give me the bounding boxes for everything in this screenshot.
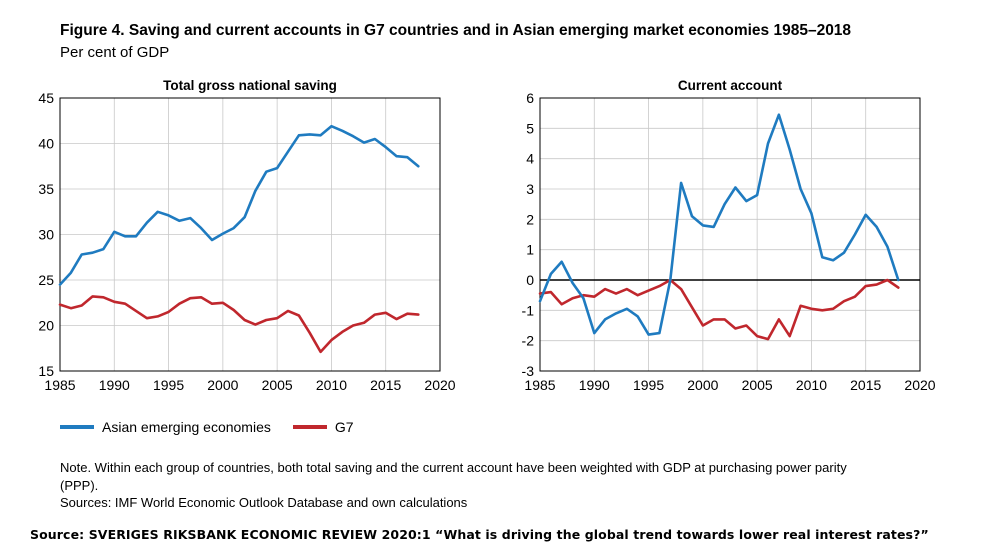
- y-tick-label: 15: [38, 363, 54, 379]
- y-tick-label: -1: [522, 302, 535, 318]
- y-tick-label: 35: [38, 181, 54, 197]
- y-tick-label: 0: [526, 272, 534, 288]
- x-tick-label: 2000: [207, 377, 238, 393]
- legend-label-g7: G7: [334, 419, 354, 435]
- legend-swatch-g7: [292, 425, 327, 429]
- series-line-asian: [538, 113, 900, 336]
- y-tick-label: -3: [522, 363, 535, 379]
- legend-swatch-asian: [60, 425, 94, 429]
- source-line: Source: SVERIGES RIKSBANK ECONOMIC REVIE…: [30, 527, 929, 542]
- x-tick-label: 2015: [850, 377, 881, 393]
- x-tick-label: 2020: [904, 377, 935, 393]
- y-tick-label: 45: [38, 90, 54, 106]
- x-tick-label: 2010: [316, 377, 347, 393]
- figure-note: Note. Within each group of countries, bo…: [60, 460, 847, 493]
- plot-frame: [59, 97, 441, 372]
- x-tick-label: 2015: [370, 377, 401, 393]
- x-tick-label: 1985: [524, 377, 555, 393]
- x-tick-label: 2000: [687, 377, 718, 393]
- x-tick-label: 1990: [579, 377, 610, 393]
- legend-label-asian: Asian emerging economies: [102, 419, 271, 435]
- panel-title: Current account: [678, 78, 783, 93]
- figure-subtitle: Per cent of GDP: [60, 44, 170, 61]
- y-tick-label: 4: [526, 151, 534, 167]
- legend-item-asian: Asian emerging economies: [60, 419, 271, 435]
- legend: Asian emerging economies G7: [60, 419, 376, 435]
- figure-title: Figure 4. Saving and current accounts in…: [60, 22, 852, 39]
- chart-panel-1: 15 20 25 30 35 40 45 1985 1990 1995 2000 2005 2010 20…: [38, 78, 455, 393]
- x-tick-label: 2005: [262, 377, 293, 393]
- panel-title: Total gross national saving: [163, 78, 337, 93]
- y-tick-label: 1: [526, 242, 534, 258]
- y-tick-label: 2: [526, 211, 534, 227]
- chart-panel-2: -3 -2 -1 0 1 2 3 4 5 6 1985 1990 1995 2000 2005 2010 201…: [522, 78, 936, 393]
- series-line-g7: [58, 295, 420, 354]
- series-line-asian: [58, 124, 420, 286]
- legend-item-g7: G7: [292, 419, 354, 435]
- x-tick-label: 1985: [44, 377, 75, 393]
- y-tick-label: 6: [526, 90, 534, 106]
- y-tick-label: 25: [38, 272, 54, 288]
- y-tick-label: 3: [526, 181, 534, 197]
- plot-frame: [539, 97, 921, 372]
- y-tick-label: 30: [38, 227, 54, 243]
- series-line-g7: [538, 278, 900, 341]
- figure-sources: Sources: IMF World Economic Outlook Data…: [60, 495, 468, 510]
- x-tick-label: 2005: [742, 377, 773, 393]
- x-tick-label: 1990: [99, 377, 130, 393]
- y-tick-label: -2: [522, 333, 535, 349]
- x-tick-label: 1995: [633, 377, 664, 393]
- y-tick-label: 5: [526, 120, 534, 136]
- x-tick-label: 2020: [424, 377, 455, 393]
- y-tick-label: 20: [38, 318, 54, 334]
- x-tick-label: 2010: [796, 377, 827, 393]
- y-tick-label: 40: [38, 136, 54, 152]
- x-tick-label: 1995: [153, 377, 184, 393]
